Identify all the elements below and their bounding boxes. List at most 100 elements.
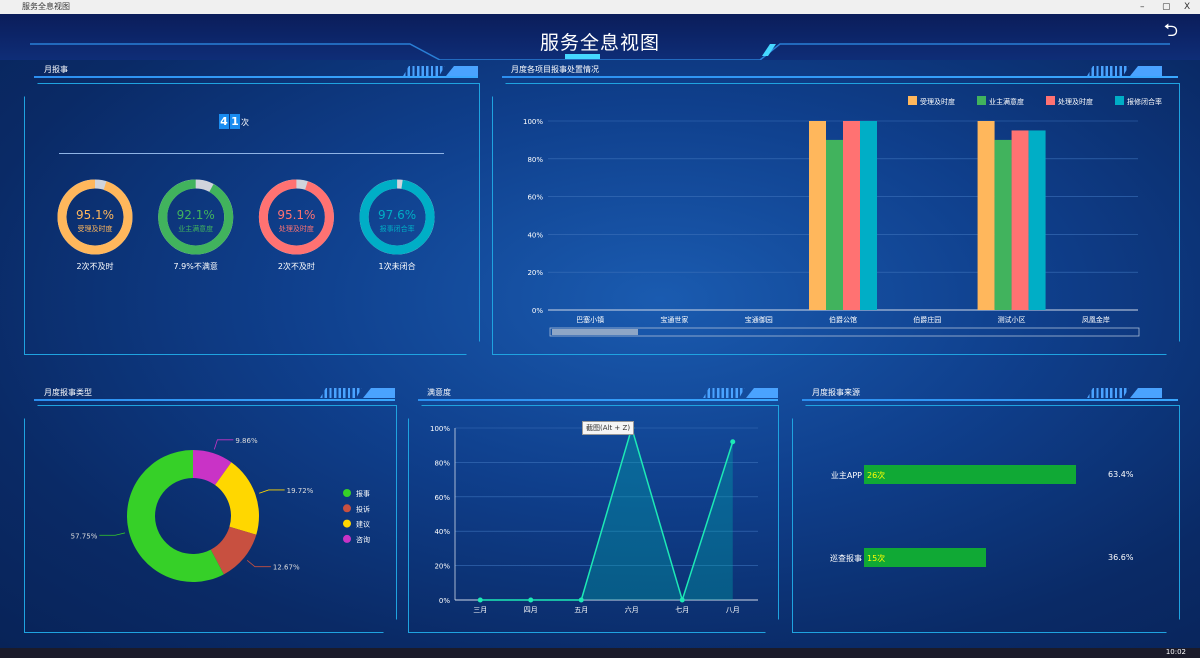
- panel-decoration: [1087, 388, 1162, 398]
- x-tick-label: 测试小区: [998, 315, 1026, 324]
- x-tick-label: 伯爵庄园: [913, 315, 941, 324]
- gauge-footer: 2次不及时: [76, 261, 113, 271]
- legend-label: 处理及时度: [1058, 97, 1093, 106]
- y-tick-label: 20%: [527, 269, 543, 277]
- source-count: 15次: [867, 554, 886, 563]
- gauge-arc: [359, 179, 435, 255]
- pie-slice: [193, 450, 232, 486]
- x-tick-label: 宝通世家: [660, 315, 688, 324]
- label-line: [246, 560, 271, 568]
- gauge-value: 92.1%: [177, 208, 215, 222]
- panel-title-type: 月度报事类型: [44, 388, 92, 397]
- gauge-arc: [158, 179, 234, 255]
- page-title: 服务全息视图: [539, 32, 660, 54]
- panel-frame: [24, 405, 397, 633]
- legend-label: 业主满意度: [989, 97, 1024, 106]
- panel-decoration: [703, 388, 778, 398]
- clock: 10:02: [1165, 648, 1186, 656]
- panel-title-project: 月度各项目报事处置情况: [511, 65, 599, 74]
- gauge-label: 报事闭合率: [380, 224, 415, 233]
- pie-slice: [210, 526, 257, 575]
- y-tick-label: 100%: [430, 425, 450, 433]
- bar: [843, 121, 860, 310]
- bar-chart: 0% 20% 40% 60% 80% 100% 巴塞小镇 宝通世家 宝通御园 伯爵公馆 伯爵庄园 测试…: [523, 96, 1162, 337]
- gauge-label: 业主满意度: [178, 224, 213, 233]
- gauge-label: 受理及时度: [78, 224, 113, 233]
- bar: [826, 139, 843, 310]
- data-point: [528, 597, 534, 603]
- y-tick-label: 0%: [532, 307, 543, 315]
- legend-dot: [343, 489, 351, 497]
- panel-decoration: [403, 66, 478, 76]
- divider: [502, 76, 1178, 78]
- x-tick-label: 巴塞小镇: [576, 315, 604, 324]
- series-line: [480, 425, 734, 603]
- panel-frame: [24, 83, 480, 355]
- screenshot-tooltip: 截图(Alt + Z): [582, 421, 635, 435]
- panel-title-monthly: 月报事: [44, 65, 68, 74]
- x-tick-label: 八月: [726, 606, 740, 614]
- source-bar: 26次: [864, 465, 1076, 484]
- bar: [977, 121, 995, 310]
- divider: [34, 399, 395, 401]
- legend-swatch: [1115, 96, 1124, 105]
- gauge-arc: [57, 179, 133, 255]
- source-percent: 36.6%: [1108, 553, 1134, 562]
- x-tick-label: 四月: [524, 606, 538, 614]
- gauge-footer: 2次不及时: [278, 261, 315, 271]
- gauge-value: 97.6%: [378, 208, 416, 222]
- legend-label: 报修闭合率: [1127, 97, 1162, 106]
- undo-arrow-icon[interactable]: ⮌: [1163, 20, 1178, 41]
- window-titlebar: 服务全息视图 – ▢ X: [0, 0, 1200, 14]
- header-decoration: [30, 43, 1170, 60]
- x-tick-label: 六月: [625, 605, 639, 614]
- legend-label: 报事: [356, 489, 370, 498]
- pie-slice: [215, 462, 259, 535]
- gauge-group: 95.1% 受理及时度 2次不及时 92.1% 业主满意度 7.9%不满意 95.1% 处理及…: [57, 179, 435, 271]
- legend-label: 受理及时度: [920, 97, 955, 106]
- legend-swatch: [1046, 96, 1055, 105]
- data-point: [578, 597, 584, 603]
- maximize-button[interactable]: ▢: [1162, 2, 1171, 12]
- panel-title-satisfaction: 满意度: [427, 388, 451, 397]
- gauge-value: 95.1%: [277, 208, 315, 222]
- gauge-footer: 7.9%不满意: [174, 261, 218, 271]
- legend-dot: [343, 504, 351, 513]
- legend-dot: [343, 534, 351, 543]
- minimize-button[interactable]: –: [1140, 2, 1145, 12]
- gauge-value: 95.1%: [76, 208, 114, 222]
- data-point: [679, 597, 685, 603]
- data-point: [730, 439, 736, 445]
- datazoom-slider: [549, 327, 1140, 337]
- y-tick-label: 40%: [434, 528, 450, 536]
- x-tick-label: 三月: [473, 606, 487, 614]
- gauge-label: 处理及时度: [279, 224, 314, 233]
- label-line: [259, 489, 285, 494]
- legend-dot: [343, 519, 351, 528]
- divider: [418, 399, 778, 401]
- label-line: [213, 439, 234, 450]
- y-tick-label: 60%: [527, 194, 543, 202]
- x-tick-label: 七月: [675, 605, 689, 614]
- close-button[interactable]: X: [1184, 2, 1191, 12]
- line-chart: 0% 20% 40% 60% 80% 100% 三月 四月 五月 六月 七月 八月: [430, 425, 758, 614]
- header: 服务全息视图 ⮌: [0, 14, 1200, 60]
- panel-frame: [792, 405, 1180, 633]
- y-tick-label: 80%: [434, 459, 450, 467]
- taskbar: 10:02: [0, 648, 1200, 658]
- bar: [1011, 130, 1029, 310]
- x-tick-label: 伯爵公馆: [829, 315, 857, 324]
- panel-frame: [492, 83, 1180, 355]
- source-label: 巡查报事: [830, 554, 862, 563]
- panel-title-source: 月度报事来源: [812, 388, 860, 397]
- x-tick-label: 凤凰金岸: [1082, 315, 1110, 324]
- y-tick-label: 0%: [439, 597, 450, 605]
- data-point: [477, 597, 483, 603]
- x-tick-label: 五月: [574, 606, 588, 614]
- bar: [994, 139, 1012, 310]
- y-tick-label: 60%: [434, 494, 450, 502]
- divider: [802, 399, 1178, 401]
- source-percent: 63.4%: [1108, 470, 1134, 479]
- slice-label: 19.72%: [287, 487, 314, 495]
